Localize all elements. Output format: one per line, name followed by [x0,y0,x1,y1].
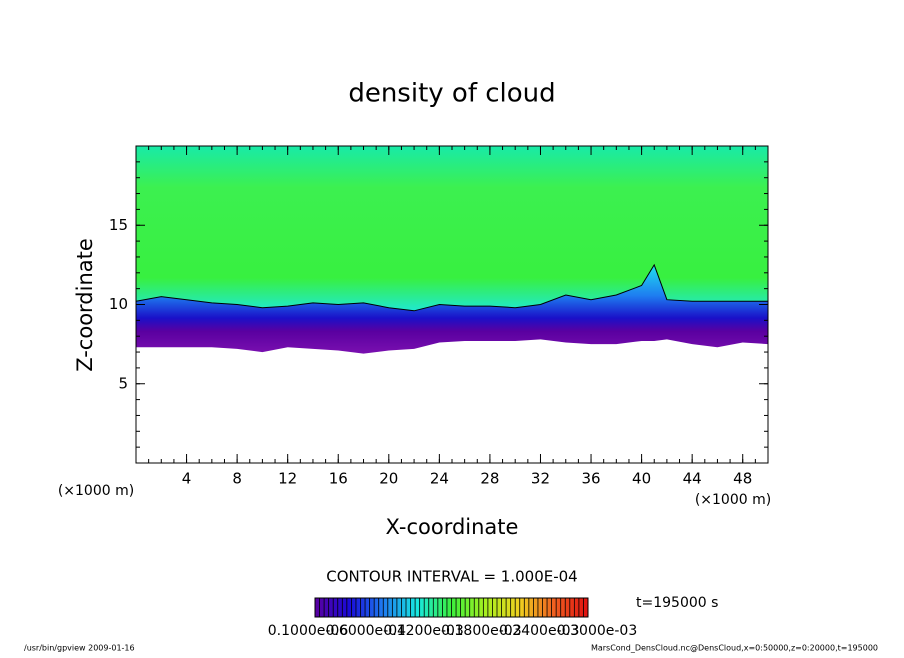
colorbar-label: 0.3000e-03 [557,623,637,639]
cloud-upper [136,146,768,311]
x-tick-label: 24 [430,470,449,488]
y-tick-label: 5 [118,374,128,392]
y-tick-label: 10 [109,295,128,313]
y-tick-label: 15 [109,216,128,234]
x-tick-label: 40 [632,470,651,488]
colorbar-label: 0.1200e-03 [383,623,463,639]
x-tick-label: 4 [182,470,192,488]
x-axis-label: X-coordinate [386,515,519,539]
contour-line [136,263,768,312]
footer-right: MarsCond_DensCloud.nc@DensCloud,x=0:5000… [591,644,878,653]
x-tick-label: 16 [329,470,348,488]
chart-title: density of cloud [348,79,555,109]
x-tick-label: 28 [480,470,499,488]
colorbar-label: 0.1800e-03 [441,623,521,639]
colorbar-label: 0.6000e-04 [326,623,407,639]
x-tick-label: 44 [683,470,702,488]
time-label: t=195000 s [636,595,718,611]
colorbar: 0.1000e-060.6000e-040.1200e-030.1800e-03… [268,597,637,639]
x-tick-label: 20 [379,470,398,488]
x-tick-label: 8 [232,470,242,488]
footer-left: /usr/bin/gpview 2009-01-16 [24,644,135,653]
x-unit: (×1000 m) [695,492,771,508]
field [136,146,768,354]
x-tick-label: 48 [733,470,752,488]
colorbar-label: 0.1000e-06 [268,623,349,639]
y-unit: (×1000 m) [58,483,134,499]
y-axis-label: Z-coordinate [73,238,97,372]
colorbar-label: 0.2400e-03 [499,623,579,639]
x-tick-label: 12 [278,470,297,488]
contour-interval: CONTOUR INTERVAL = 1.000E-04 [326,568,577,586]
x-tick-label: 36 [581,470,600,488]
cloud-lower [136,264,768,354]
x-tick-label: 32 [531,470,550,488]
